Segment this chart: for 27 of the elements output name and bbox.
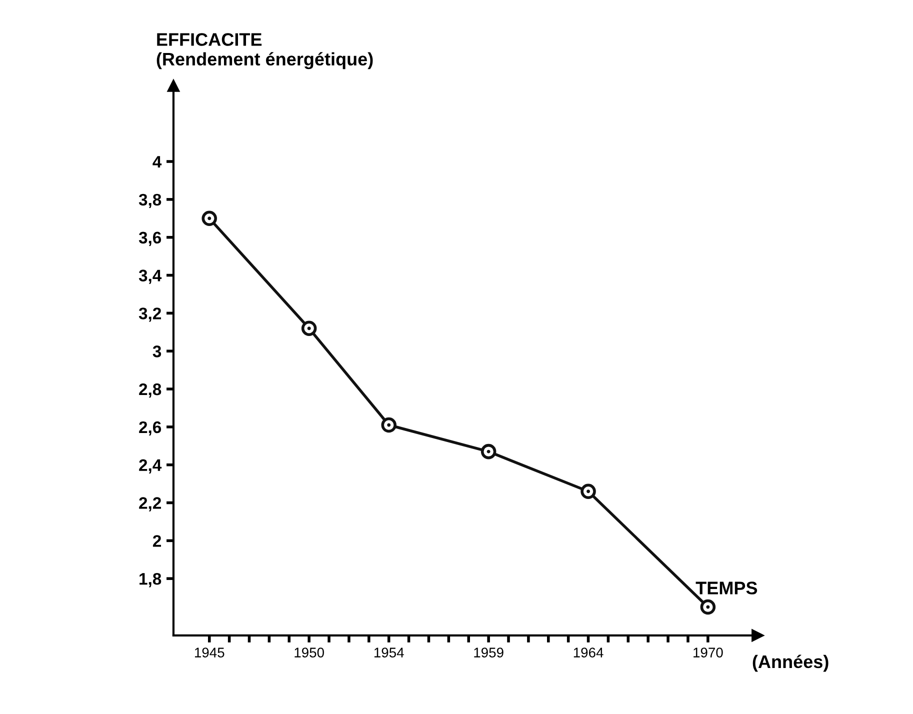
y-tick-label: 2,2 <box>139 497 161 512</box>
y-tick-label: 1,8 <box>140 572 162 588</box>
y-tick-label: 2,8 <box>139 383 162 398</box>
y-tick-label: 2,6 <box>139 421 162 436</box>
x-tick-label: 1964 <box>574 648 604 658</box>
x-tick-label: 1950 <box>294 648 324 658</box>
y-tick-label: 3,6 <box>138 232 162 246</box>
y-tick-label: 2 <box>152 535 161 547</box>
point <box>381 417 396 433</box>
x-axis-title: TEMPS <box>696 582 758 594</box>
y-tick-label: 3,2 <box>138 308 161 322</box>
y-tick-label: 4 <box>152 156 162 168</box>
y-axis-title: EFFICACITE (Rendement énergétique) <box>156 33 373 70</box>
point <box>480 444 496 460</box>
x-tick-label: 1945 <box>194 648 224 658</box>
y-tick-label: 3,8 <box>138 194 162 208</box>
text: (Années) <box>752 654 828 672</box>
point <box>700 599 716 615</box>
x-tick-label: 1970 <box>694 648 723 658</box>
point <box>580 484 596 500</box>
x-tick-label: 1954 <box>374 648 404 658</box>
y-tick-label: 3,4 <box>138 270 162 284</box>
point <box>202 210 218 226</box>
y-tick-label: 3 <box>152 345 162 358</box>
point <box>301 320 317 336</box>
x-tick-label: 1959 <box>474 648 504 658</box>
y-tick-label: 2,4 <box>139 459 162 474</box>
